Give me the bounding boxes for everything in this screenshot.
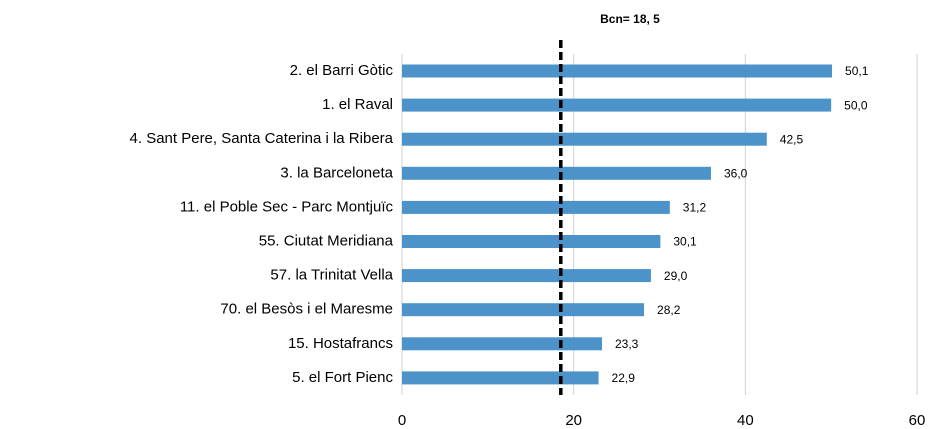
category-label: 1. el Raval [322,96,393,113]
bar [402,235,661,248]
x-tick-label: 40 [737,412,754,429]
bar [402,200,670,214]
value-label: 29,0 [664,269,688,283]
value-label: 30,1 [673,235,697,249]
bar [402,166,711,180]
bar [402,337,602,351]
x-tick-label: 0 [398,412,406,429]
value-label: 36,0 [724,166,748,180]
category-label: 70. el Besòs i el Maresme [220,301,393,318]
bar [402,303,645,317]
value-label: 28,2 [657,303,681,317]
value-label: 42,5 [780,132,804,146]
category-label: 5. el Fort Pienc [292,369,393,386]
x-tick-label: 60 [909,412,926,429]
bar [402,132,767,146]
value-label: 23,3 [615,337,639,351]
category-label: 3. la Barceloneta [280,164,393,181]
bar [402,64,833,78]
category-label: 57. la Trinitat Vella [270,267,393,284]
category-label: 4. Sant Pere, Santa Caterina i la Ribera [130,130,394,147]
bar [402,371,599,385]
category-label: 2. el Barri Gòtic [290,62,394,79]
value-label: 50,1 [845,64,869,78]
bar [402,269,651,283]
value-label: 31,2 [683,201,707,215]
category-label: 55. Ciutat Meridiana [259,232,394,249]
reference-label: Bcn= 18, 5 [600,12,660,26]
value-label: 22,9 [612,371,636,385]
bar [402,98,832,112]
value-label: 50,0 [844,98,868,112]
x-tick-label: 20 [565,412,582,429]
category-label: 11. el Poble Sec - Parc Montjuïc [180,198,394,215]
category-label: 15. Hostafrancs [288,335,393,352]
